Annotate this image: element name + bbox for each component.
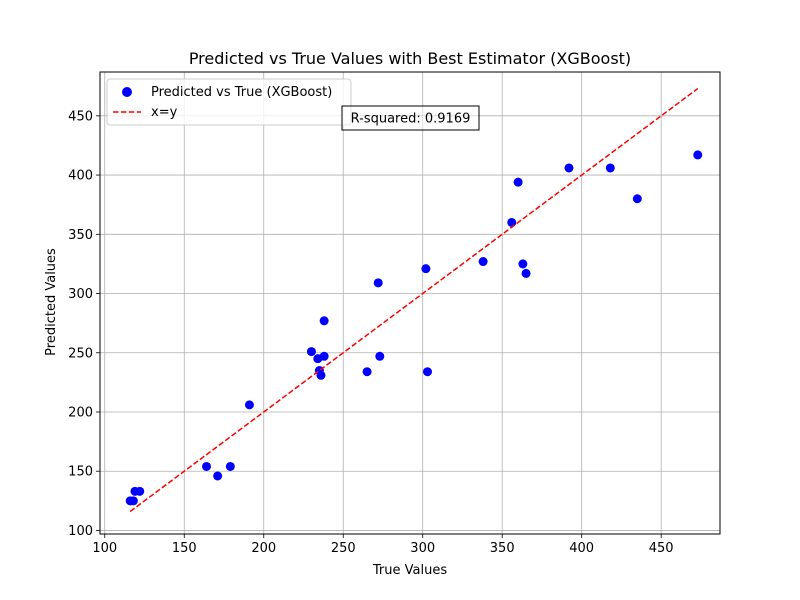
data-point [422,367,432,377]
y-tick-label: 350 [68,228,93,243]
data-point [135,486,145,496]
x-tick-label: 250 [331,541,356,556]
y-tick-label: 200 [68,405,93,420]
data-point [306,347,316,357]
data-point [373,278,383,288]
y-axis-ticks: 100 150 200 250 300 350 400 450 [68,109,100,539]
legend-marker-scatter [122,87,132,97]
x-tick-label: 400 [569,541,594,556]
x-tick-label: 450 [649,541,674,556]
r-squared-annotation: R-squared: 0.9169 [341,105,480,131]
legend: Predicted vs True (XGBoost) x=y [106,78,352,126]
data-point [513,177,523,187]
axes-frame [99,71,721,535]
grid-lines [100,72,720,534]
y-axis-label: Predicted Values [44,248,59,356]
data-point [478,257,488,267]
x-tick-label: 150 [172,541,197,556]
data-point [244,400,254,410]
data-point [319,316,329,326]
annotation-box [341,105,480,131]
y-tick-label: 150 [68,465,93,480]
data-point [693,150,703,160]
data-point [316,370,326,380]
plot-marks [125,87,703,513]
data-point [362,367,372,377]
y-tick-label: 100 [68,524,93,539]
identity-line [129,87,699,513]
y-tick-label: 450 [68,109,93,124]
data-point [128,496,138,506]
x-axis-ticks: 100 150 200 250 300 350 400 450 [92,534,674,556]
data-point [213,471,223,481]
data-point [375,351,385,361]
data-point [202,461,212,471]
data-point [521,268,531,278]
data-point [518,259,528,269]
legend-label-line: x=y [151,105,178,120]
chart-title: Predicted vs True Values with Best Estim… [189,49,631,68]
y-tick-label: 250 [68,346,93,361]
data-point [421,264,431,274]
data-point [605,163,615,173]
y-tick-label: 300 [68,287,93,302]
y-tick-label: 400 [68,169,93,184]
x-tick-label: 100 [92,541,117,556]
x-tick-label: 300 [410,541,435,556]
annotation-text: R-squared: 0.9169 [351,112,471,127]
x-tick-label: 200 [251,541,276,556]
legend-box [106,78,352,126]
x-tick-label: 350 [490,541,515,556]
data-point [319,351,329,361]
data-point [564,163,574,173]
data-point [632,194,642,204]
legend-label-scatter: Predicted vs True (XGBoost) [151,85,332,100]
x-axis-label: True Values [372,563,447,578]
data-point [225,461,235,471]
